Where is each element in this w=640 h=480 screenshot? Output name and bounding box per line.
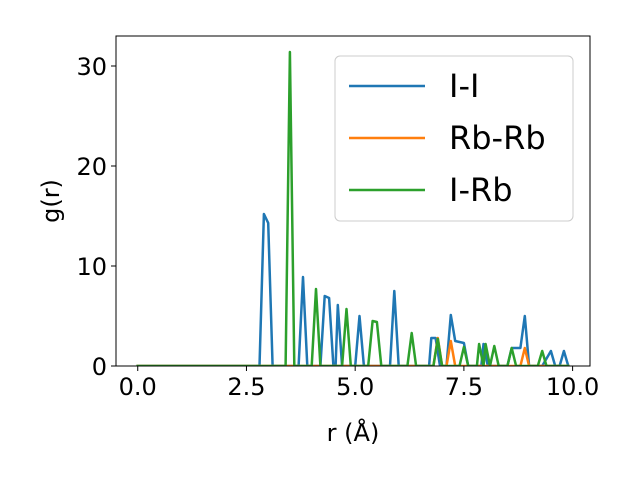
x-axis: 0.0 2.5 5.0 7.5 10.0 [119, 366, 599, 401]
legend-label: I-I [449, 67, 479, 105]
plot-area [115, 35, 591, 367]
x-axis-label: r (Å) [327, 418, 380, 447]
y-axis-label: g(r) [37, 179, 65, 223]
legend-box [334, 55, 574, 222]
legend-label: I-Rb [449, 171, 513, 209]
legend: I-I Rb-Rb I-Rb [334, 55, 574, 222]
y-tick-label: 0 [92, 353, 107, 381]
series-layer [136, 50, 570, 366]
series-line-i-rb [136, 50, 570, 366]
x-tick-label: 10.0 [546, 373, 599, 401]
series-line-i-i [136, 212, 570, 366]
x-tick-label: 2.5 [227, 373, 265, 401]
x-tick-label: 5.0 [336, 373, 374, 401]
y-tick-label: 10 [76, 253, 107, 281]
x-tick-label: 7.5 [445, 373, 483, 401]
y-axis: 0 10 20 30 [76, 53, 116, 381]
y-tick-label: 30 [76, 53, 107, 81]
y-tick-label: 20 [76, 153, 107, 181]
plot-frame [115, 35, 591, 367]
legend-label: Rb-Rb [449, 119, 546, 157]
x-tick-label: 0.0 [119, 373, 157, 401]
